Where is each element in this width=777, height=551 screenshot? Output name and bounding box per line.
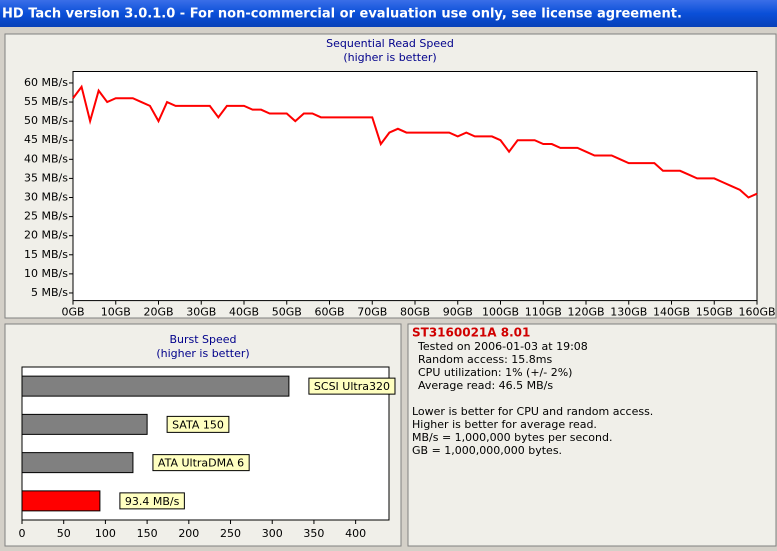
chart-title: Burst Speed bbox=[169, 333, 236, 346]
x-tick-label: 0GB bbox=[61, 306, 84, 319]
x-tick-label: 140GB bbox=[653, 306, 690, 319]
x-tick-label: 120GB bbox=[567, 306, 604, 319]
info-line: Random access: 15.8ms bbox=[418, 353, 553, 366]
bar-label-box bbox=[166, 415, 230, 433]
y-tick-label: 10 MB/s bbox=[24, 267, 68, 280]
bar-label-box bbox=[152, 454, 250, 472]
x-tick-label: 100 bbox=[95, 527, 116, 540]
x-tick-label: 100GB bbox=[482, 306, 519, 319]
y-tick-label: 25 MB/s bbox=[24, 210, 68, 223]
x-tick-label: 300 bbox=[262, 527, 283, 540]
x-tick-label: 70GB bbox=[357, 306, 387, 319]
info-line: CPU utilization: 1% (+/- 2%) bbox=[418, 366, 572, 379]
plot-area bbox=[72, 71, 758, 302]
info-note: MB/s = 1,000,000 bytes per second. bbox=[412, 431, 612, 444]
x-tick-label: 400 bbox=[345, 527, 366, 540]
y-tick-label: 45 MB/s bbox=[24, 133, 68, 146]
bar bbox=[21, 375, 290, 397]
bar-label: 93.4 MB/s bbox=[125, 495, 180, 508]
x-tick-label: 50GB bbox=[272, 306, 302, 319]
title-bar bbox=[0, 0, 777, 27]
info-line: Average read: 46.5 MB/s bbox=[418, 379, 553, 392]
y-tick-label: 50 MB/s bbox=[24, 114, 68, 127]
x-tick-label: 40GB bbox=[229, 306, 259, 319]
y-tick-label: 20 MB/s bbox=[24, 229, 68, 242]
chart-subtitle: (higher is better) bbox=[156, 347, 249, 360]
info-note: GB = 1,000,000,000 bytes. bbox=[412, 444, 562, 457]
bar-label: SATA 150 bbox=[172, 418, 224, 431]
read-line bbox=[72, 84, 758, 199]
x-tick-label: 250 bbox=[220, 527, 241, 540]
y-tick-label: 40 MB/s bbox=[24, 152, 68, 165]
bar bbox=[21, 490, 101, 512]
x-tick-label: 200 bbox=[178, 527, 199, 540]
x-tick-label: 80GB bbox=[400, 306, 430, 319]
x-tick-label: 20GB bbox=[143, 306, 173, 319]
bar bbox=[21, 452, 134, 474]
x-tick-label: 150GB bbox=[696, 306, 733, 319]
bar-label: SCSI Ultra320 bbox=[314, 380, 390, 393]
bar bbox=[21, 413, 148, 435]
x-tick-label: 60GB bbox=[314, 306, 344, 319]
y-tick-label: 15 MB/s bbox=[24, 248, 68, 261]
y-tick-label: 60 MB/s bbox=[24, 76, 68, 89]
x-tick-label: 110GB bbox=[525, 306, 562, 319]
info-note: Lower is better for CPU and random acces… bbox=[412, 405, 653, 418]
y-tick-label: 5 MB/s bbox=[31, 286, 68, 299]
x-tick-label: 160GB bbox=[738, 306, 775, 319]
info-panel bbox=[407, 323, 777, 547]
bar-label-box bbox=[308, 377, 396, 395]
info-line: Tested on 2006-01-03 at 19:08 bbox=[417, 340, 588, 353]
x-tick-label: 50 bbox=[57, 527, 71, 540]
drive-name: ST3160021A 8.01 bbox=[412, 326, 530, 340]
x-tick-label: 150 bbox=[137, 527, 158, 540]
bar-label-box bbox=[119, 492, 185, 510]
info-note: Higher is better for average read. bbox=[412, 418, 597, 431]
x-tick-label: 350 bbox=[303, 527, 324, 540]
x-tick-label: 30GB bbox=[186, 306, 216, 319]
x-tick-label: 10GB bbox=[101, 306, 131, 319]
chart-title: Sequential Read Speed bbox=[326, 37, 454, 50]
bar-label: ATA UltraDMA 6 bbox=[158, 457, 244, 470]
y-tick-label: 35 MB/s bbox=[24, 171, 68, 184]
x-tick-label: 0 bbox=[19, 527, 26, 540]
y-tick-label: 55 MB/s bbox=[24, 95, 68, 108]
x-tick-label: 90GB bbox=[443, 306, 473, 319]
chart-subtitle: (higher is better) bbox=[343, 51, 436, 64]
window-title: HD Tach version 3.0.1.0 - For non-commer… bbox=[2, 7, 682, 22]
x-tick-label: 130GB bbox=[610, 306, 647, 319]
y-tick-label: 30 MB/s bbox=[24, 191, 68, 204]
